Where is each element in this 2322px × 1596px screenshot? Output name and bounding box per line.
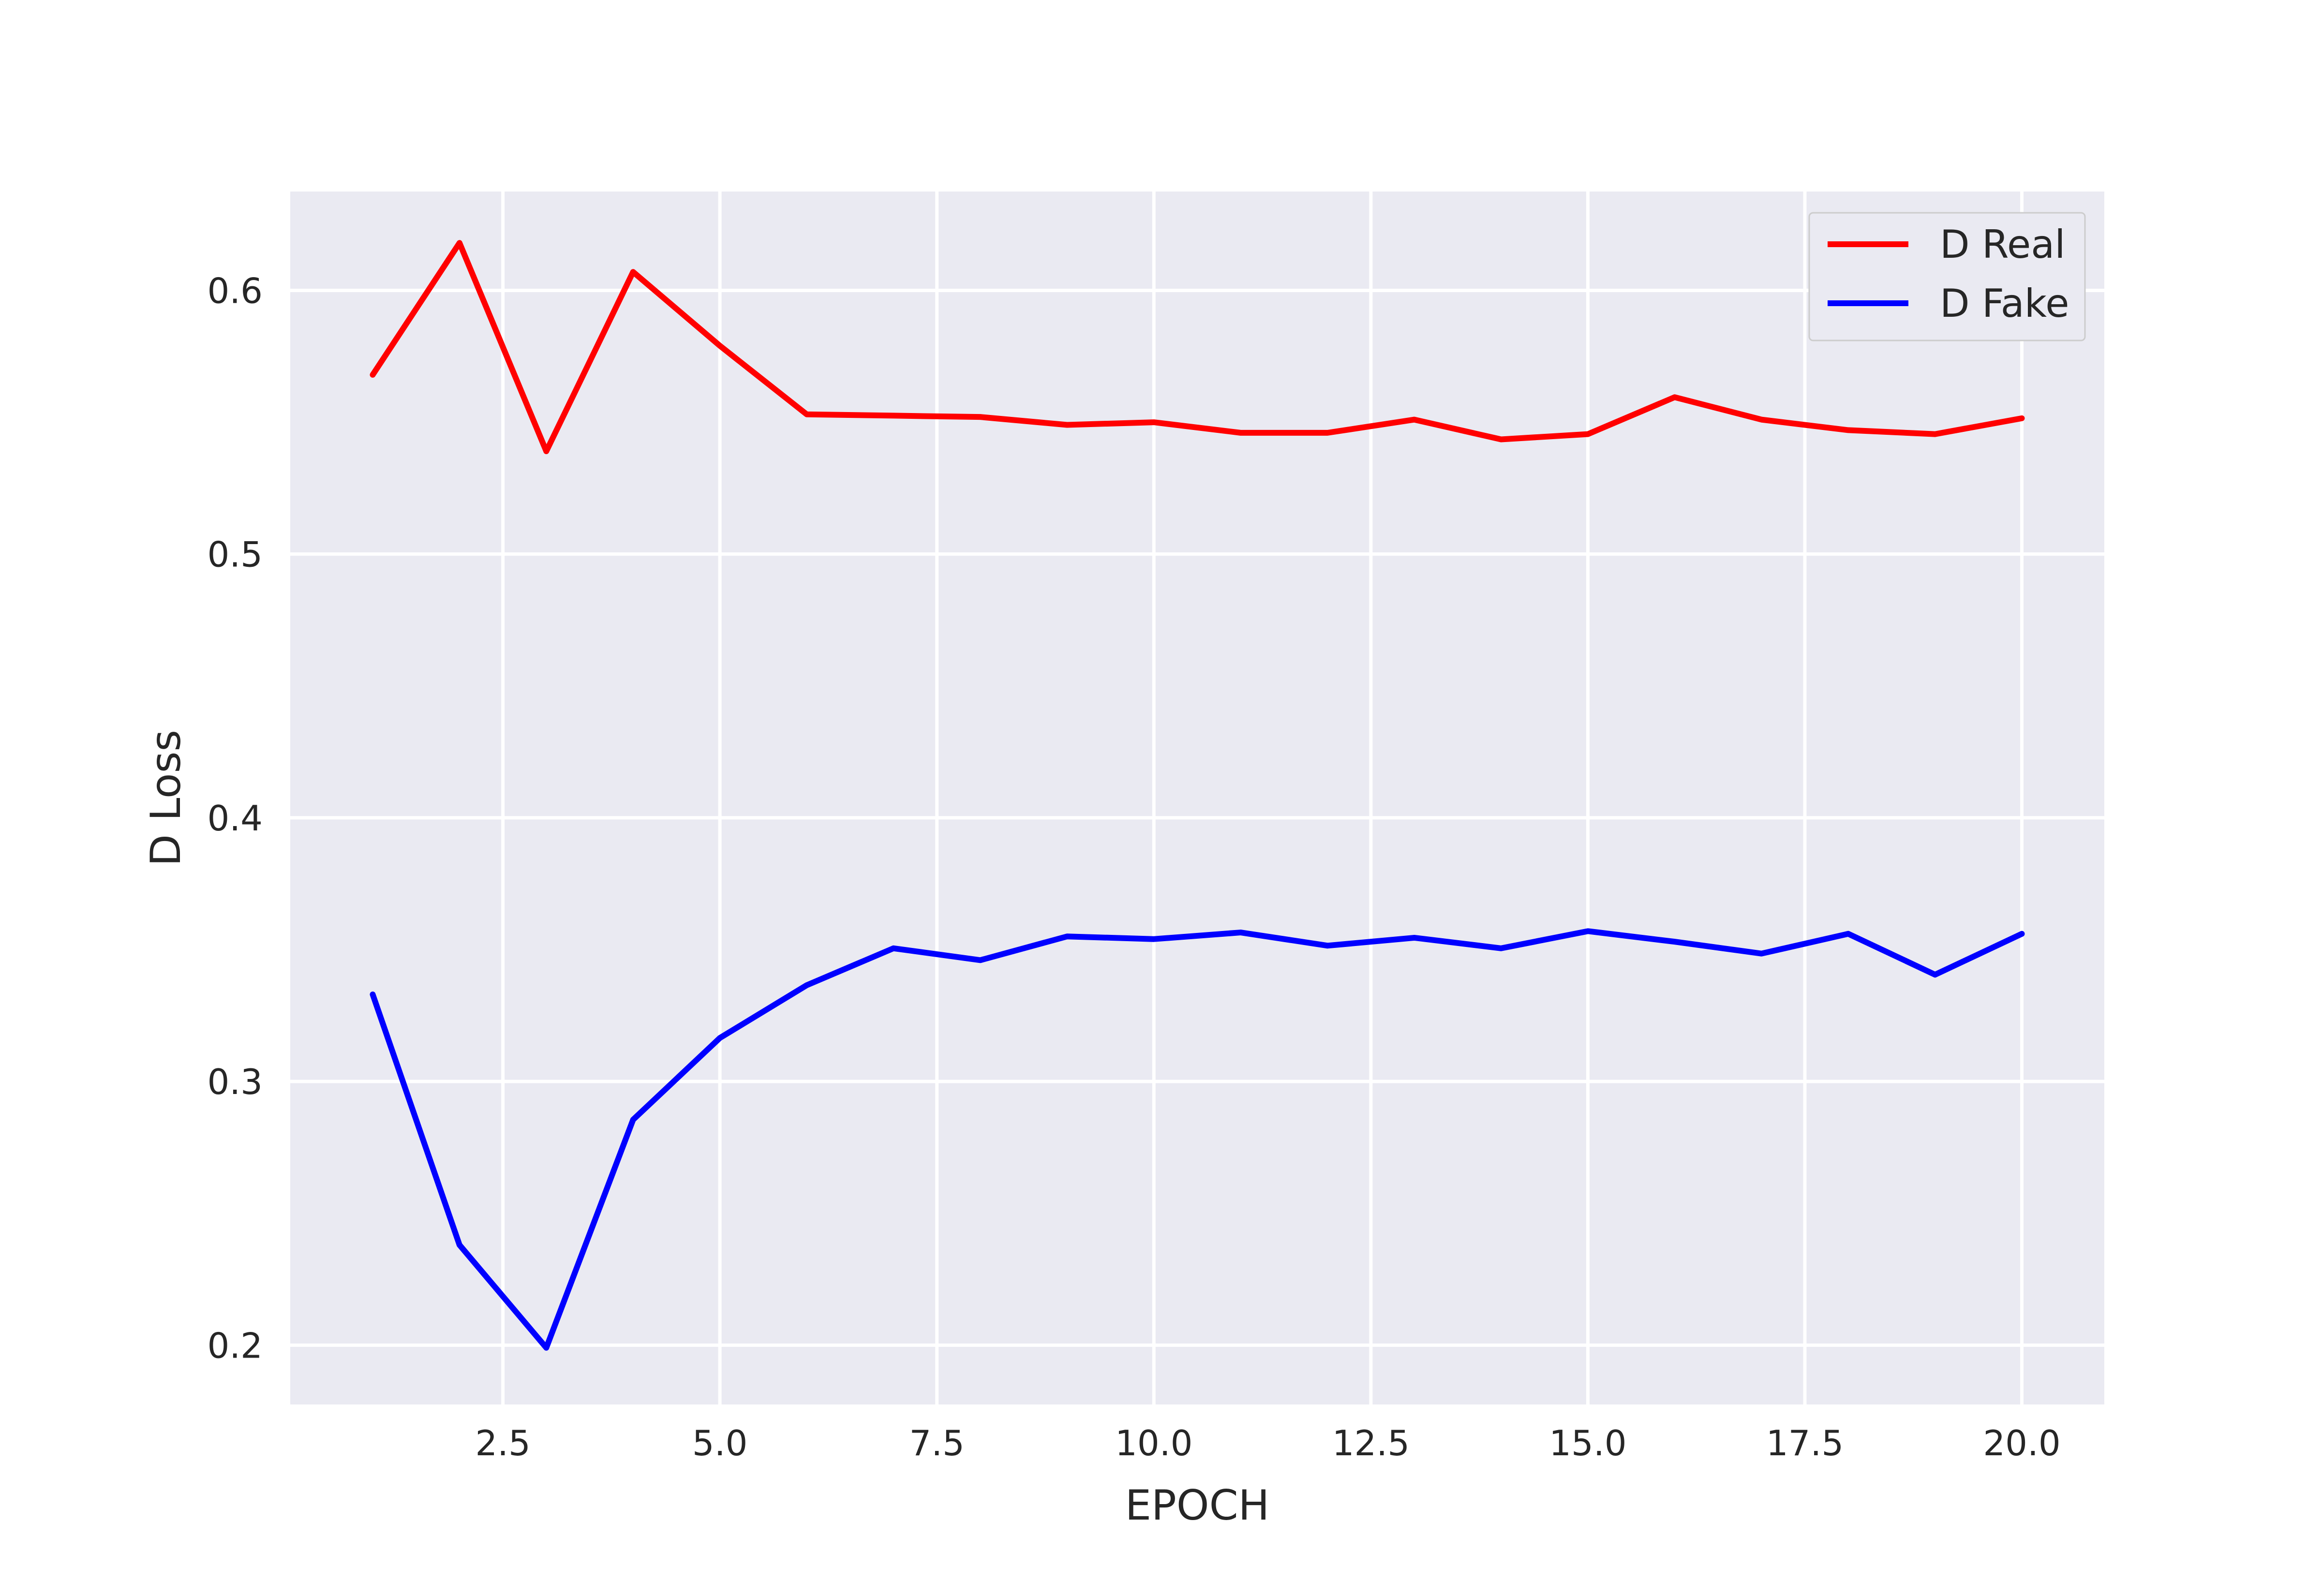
y-axis-label: D Loss: [142, 730, 190, 866]
y-tick-label: 0.3: [207, 1062, 263, 1102]
x-axis-label: EPOCH: [1125, 1481, 1270, 1530]
x-axis-ticks: 2.5 5.0 7.5 10.0 12.5 15.0 17.5 20.0: [475, 1423, 2060, 1463]
legend-label: D Fake: [1940, 281, 2069, 326]
x-tick-label: 5.0: [692, 1423, 748, 1463]
y-axis-ticks: 0.2 0.3 0.4 0.5 0.6: [207, 270, 263, 1366]
plot-area: [290, 192, 2104, 1404]
series-line-d-fake: [370, 928, 2025, 1351]
series-layer: [370, 240, 2025, 1351]
x-tick-label: 20.0: [1983, 1423, 2060, 1463]
grid: [290, 192, 2104, 1404]
x-tick-label: 7.5: [909, 1423, 965, 1463]
y-tick-label: 0.6: [207, 270, 263, 311]
series-line-d-real: [370, 240, 2025, 455]
x-tick-label: 15.0: [1549, 1423, 1626, 1463]
y-tick-label: 0.4: [207, 798, 263, 839]
x-tick-label: 12.5: [1332, 1423, 1410, 1463]
x-tick-label: 17.5: [1766, 1423, 1844, 1463]
legend: D Real D Fake: [1808, 212, 2086, 341]
y-tick-label: 0.2: [207, 1325, 263, 1366]
legend-label: D Real: [1940, 222, 2066, 267]
x-tick-label: 2.5: [475, 1423, 531, 1463]
x-tick-label: 10.0: [1115, 1423, 1192, 1463]
y-tick-label: 0.5: [207, 534, 263, 575]
